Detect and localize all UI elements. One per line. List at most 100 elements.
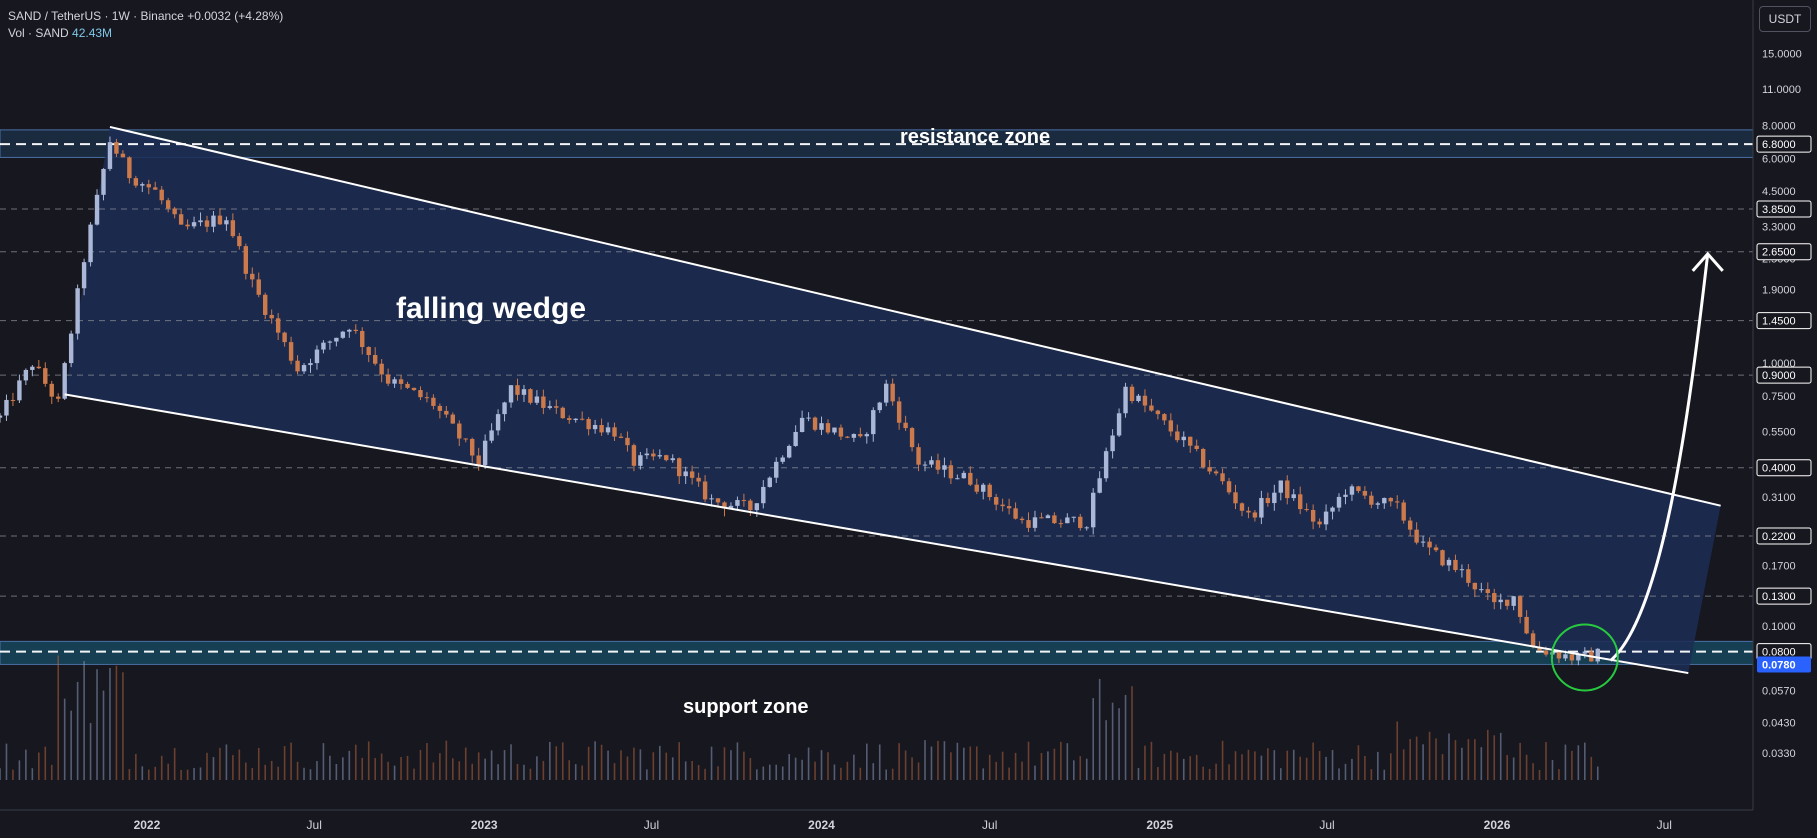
candle-body [1382, 497, 1387, 504]
candle [1453, 554, 1458, 573]
candle [586, 417, 591, 436]
candle [1479, 582, 1484, 593]
candle [1362, 486, 1368, 500]
candle-body [1524, 616, 1529, 634]
candle [353, 324, 358, 334]
price-label-box [1756, 459, 1812, 477]
candle [1472, 582, 1478, 598]
candle-body [1220, 473, 1225, 482]
candle-body [372, 355, 378, 364]
candle-body [1252, 512, 1258, 518]
volume-bar [1564, 744, 1567, 780]
resistance-zone-label: resistance zone [900, 126, 1051, 148]
price-label: 0.1300 [1762, 591, 1796, 603]
candle-body [896, 401, 902, 423]
candle-body [579, 418, 585, 420]
volume-bar [1545, 742, 1547, 780]
price-label: 6.8000 [1762, 139, 1796, 151]
volume-bar [0, 768, 1, 780]
candle-body [347, 329, 352, 332]
volume-bar [1551, 760, 1554, 780]
candle [929, 456, 934, 468]
volume-bar [620, 750, 622, 780]
candle-body [1291, 494, 1296, 499]
candle-body [890, 383, 895, 402]
candle-body [263, 294, 268, 315]
candle [431, 394, 436, 410]
candle [1019, 516, 1025, 524]
candle [450, 412, 456, 424]
volume-bar [859, 767, 862, 780]
candle-body [204, 220, 210, 227]
volume-bar [1590, 756, 1593, 780]
volume-bar [613, 763, 616, 780]
candle [502, 401, 507, 422]
volume-bar [406, 755, 409, 780]
volume-bar [173, 748, 176, 780]
volume-bar [768, 764, 771, 780]
candle [955, 474, 960, 480]
candle-body [715, 498, 721, 503]
volume-bar [1474, 739, 1476, 780]
y-tick-label: 15.0000 [1762, 49, 1802, 61]
volume-bar [827, 752, 829, 780]
volume-bar [574, 764, 577, 780]
candle [638, 451, 643, 470]
candle-body [774, 461, 779, 478]
candle-body [1323, 511, 1329, 525]
candle-body [49, 383, 54, 397]
volume-bar [1357, 745, 1360, 780]
candle-body [211, 215, 216, 227]
candle-body [1045, 515, 1051, 519]
currency-button[interactable]: USDT [1759, 6, 1811, 32]
candle-body [1168, 420, 1174, 432]
volume-bar [1364, 755, 1366, 780]
volume-bar [814, 761, 816, 780]
volume-bar [212, 757, 215, 780]
volume-bar [885, 769, 888, 780]
volume-bar [516, 763, 519, 780]
candle [1052, 512, 1057, 524]
candle [1369, 491, 1374, 509]
candle [1200, 447, 1206, 469]
candle [819, 416, 824, 436]
volume-bar [426, 743, 428, 780]
candle [56, 393, 61, 403]
candle-body [909, 428, 915, 448]
candle [774, 457, 779, 483]
candle [993, 493, 999, 511]
candle [127, 156, 132, 184]
candle [664, 454, 669, 462]
candle-body [36, 366, 42, 369]
volume-bar [1189, 756, 1192, 780]
candle [1013, 502, 1018, 520]
candle [43, 362, 48, 387]
candle-body [62, 363, 67, 399]
x-tick-label: 2026 [1484, 818, 1511, 832]
candle [62, 361, 67, 400]
volume-bar [794, 757, 797, 780]
candle [1252, 509, 1258, 522]
volume-bar [820, 750, 823, 780]
candle-body [1162, 414, 1167, 421]
candle [230, 213, 236, 238]
volume-bar [1027, 741, 1030, 780]
volume-bar [924, 740, 926, 780]
candle [1446, 557, 1452, 572]
candle-body [379, 363, 384, 375]
candle-body [340, 331, 346, 338]
volume-bar [432, 762, 435, 780]
candle [1537, 641, 1542, 651]
candle-body [295, 360, 300, 372]
y-tick-label: 8.0000 [1762, 121, 1796, 133]
volume-bar [1512, 757, 1515, 780]
candle-body [1297, 494, 1303, 510]
volume-bar [354, 744, 357, 780]
y-tick-label: 0.0570 [1762, 685, 1796, 697]
volume-bar [335, 764, 338, 780]
chart-legend: SAND / TetherUS · 1W · Binance +0.0032 (… [8, 8, 283, 42]
volume-bar [57, 655, 60, 780]
volume-bar [12, 769, 14, 780]
candle [948, 460, 954, 485]
